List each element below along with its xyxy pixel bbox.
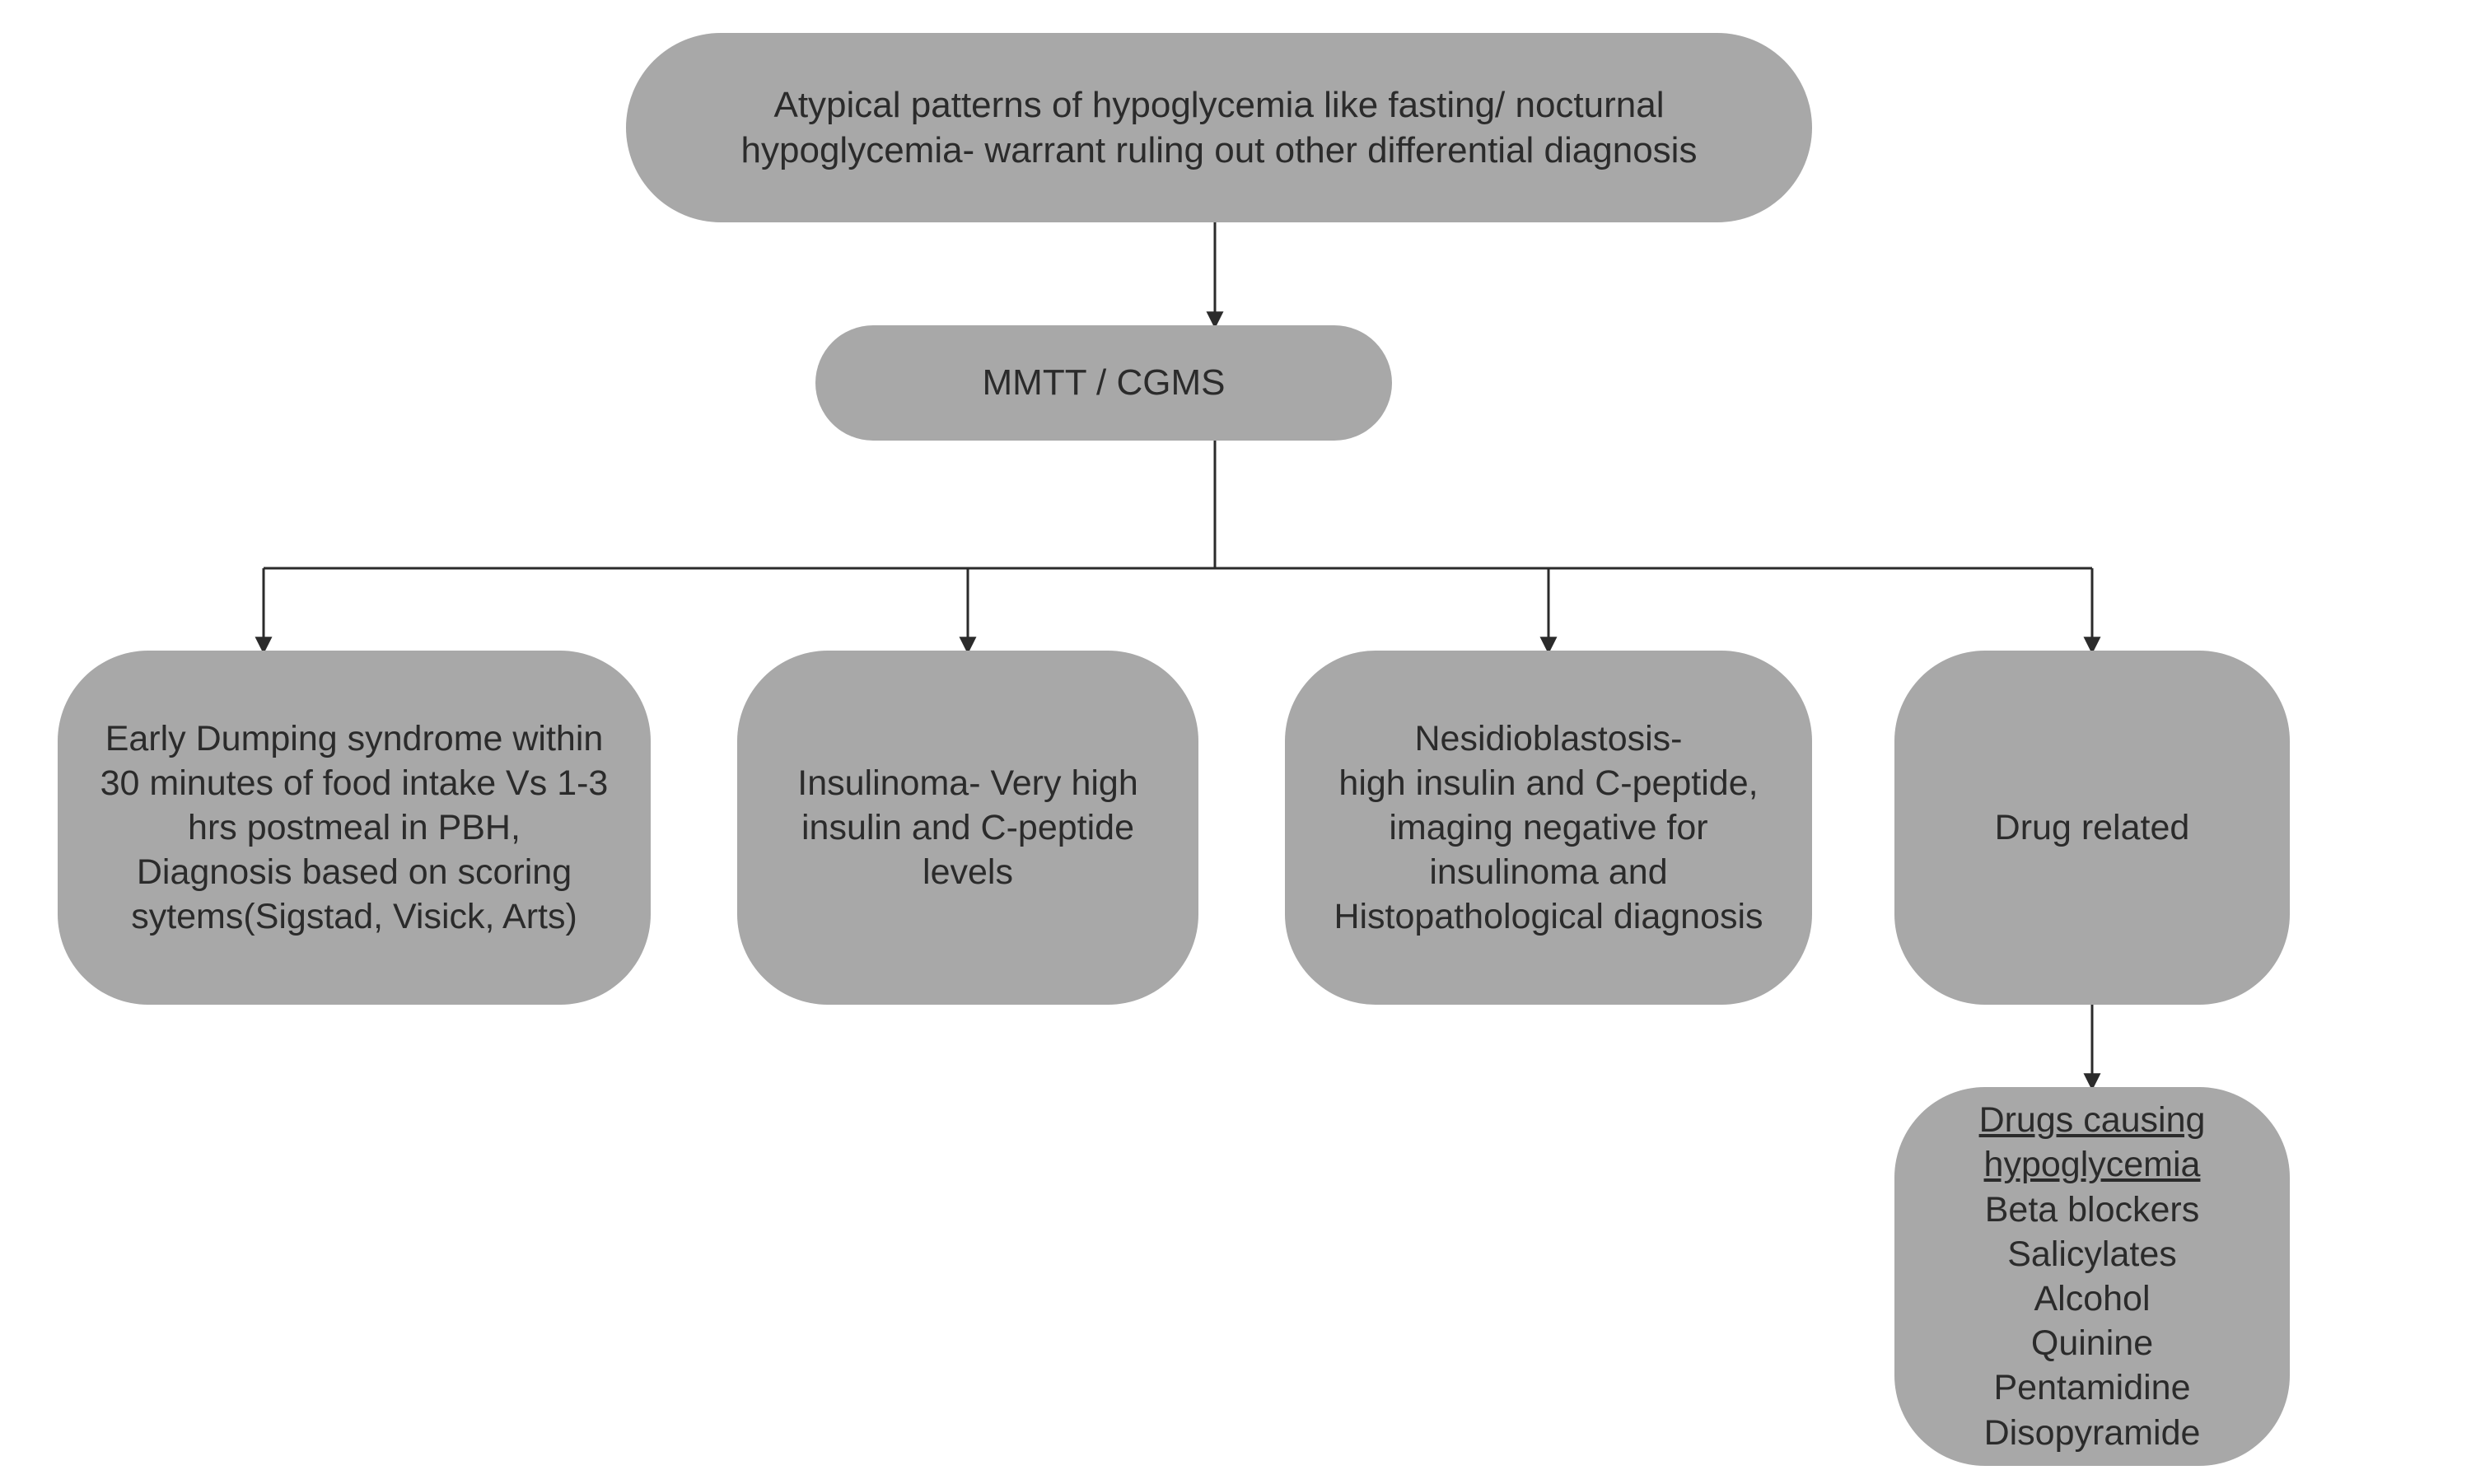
node-nesidio: Nesidioblastosis-high insulin and C-pept… bbox=[1285, 651, 1812, 1005]
node-text: Diagnosis based on scoring sytems(Sigsta… bbox=[91, 850, 618, 939]
node-text: Nesidioblastosis- bbox=[1414, 716, 1682, 761]
node-list-item: Alcohol bbox=[2034, 1276, 2150, 1321]
node-list-item: Disopyramide bbox=[1984, 1411, 2201, 1455]
node-list-item: Pentamidine bbox=[1993, 1365, 2190, 1410]
node-text: Atypical patterns of hypoglycemia like f… bbox=[659, 82, 1779, 174]
node-list-item: Salicylates bbox=[2007, 1232, 2177, 1276]
node-insulinoma: Insulinoma- Very high insulin and C-pept… bbox=[737, 651, 1198, 1005]
node-text: MMTT / CGMS bbox=[983, 360, 1226, 405]
node-text: Early Dumping syndrome within 30 minutes… bbox=[91, 716, 618, 851]
flowchart-canvas: Atypical patterns of hypoglycemia like f… bbox=[0, 0, 2471, 1484]
node-list-item: Quinine bbox=[2031, 1321, 2153, 1365]
node-root: Atypical patterns of hypoglycemia like f… bbox=[626, 33, 1812, 222]
node-text: high insulin and C-peptide, imaging nega… bbox=[1318, 761, 1779, 940]
node-heading: Drugs causing hypoglycemia bbox=[1927, 1098, 2257, 1187]
node-text: Drug related bbox=[1995, 805, 2190, 850]
node-list-item: Beta blockers bbox=[1985, 1188, 2200, 1232]
node-drugs_list: Drugs causing hypoglycemiaBeta blockersS… bbox=[1894, 1087, 2290, 1466]
node-dumping: Early Dumping syndrome within 30 minutes… bbox=[58, 651, 651, 1005]
node-text: Insulinoma- Very high insulin and C-pept… bbox=[770, 761, 1165, 895]
node-mmtt: MMTT / CGMS bbox=[815, 325, 1392, 441]
node-drug: Drug related bbox=[1894, 651, 2290, 1005]
